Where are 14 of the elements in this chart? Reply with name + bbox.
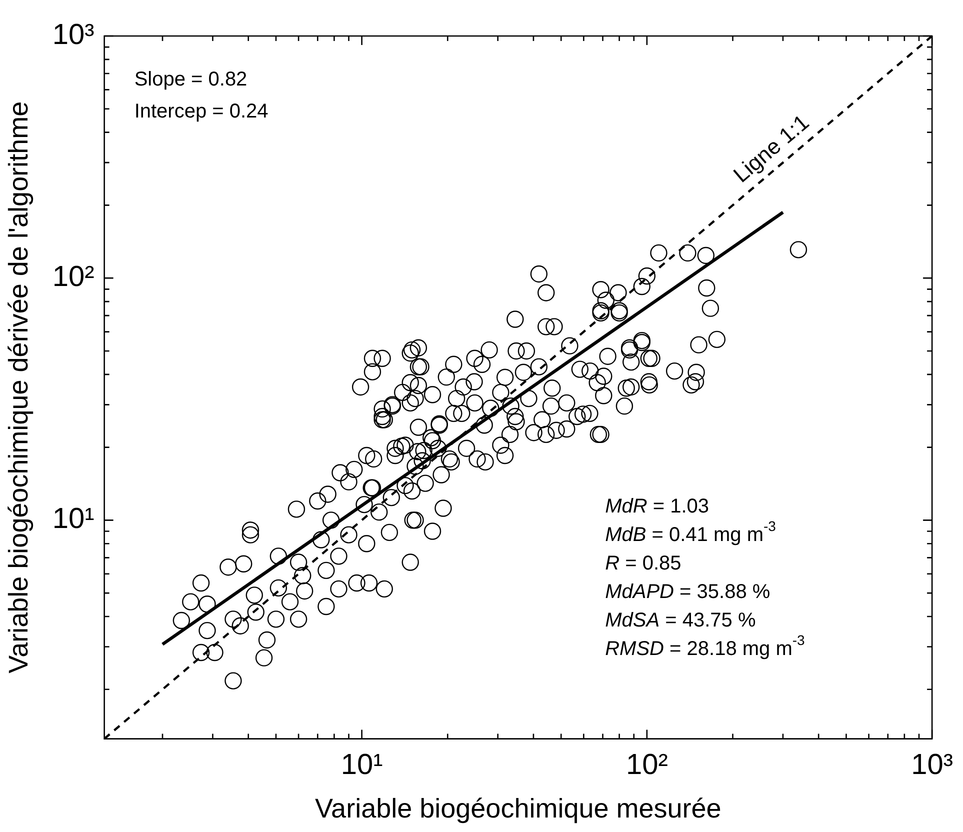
y-tick-label: 10³: [52, 19, 95, 51]
x-tick-label: 10²: [626, 749, 668, 782]
x-tick-label: 10¹: [340, 749, 384, 782]
y-tick-label: 10²: [52, 261, 95, 294]
x-axis-title: Variable biogéochimique mesurée: [315, 793, 722, 824]
y-tick-label: 10¹: [52, 503, 95, 536]
y-axis-title: Variable biogéochimique dérivée de l'algorithme: [4, 101, 34, 674]
annotation: Slope = 0.82: [134, 68, 248, 91]
annotation: MdR = 1.03: [605, 495, 710, 518]
x-tick-label: 10³: [911, 749, 954, 782]
annotation: MdAPD = 35.88 %: [605, 580, 770, 603]
annotation: MdSA = 43.75 %: [605, 609, 756, 632]
annotation: Intercep = 0.24: [134, 100, 268, 123]
annotation: R = 0.85: [605, 552, 682, 574]
